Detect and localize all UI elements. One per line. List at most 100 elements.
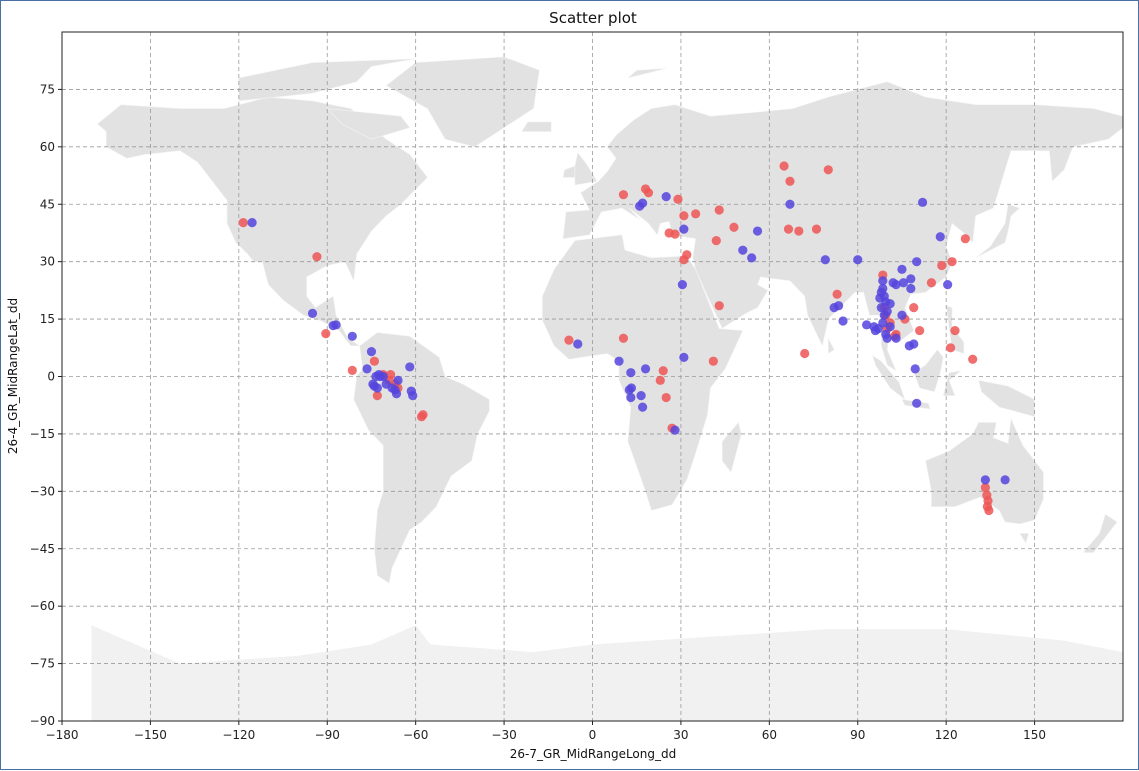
data-point-series-2 [626,383,637,393]
grid [62,32,1123,721]
data-point-series-2 [405,362,415,372]
new-zealand-shape [1082,513,1118,553]
data-point-series-1 [937,260,947,271]
data-point-series-2 [636,391,646,401]
data-point-series-2 [372,383,382,393]
data-point-series-1 [618,190,629,200]
data-point-series-1 [679,211,689,221]
x-tick-label: −90 [315,728,340,742]
data-point-series-2 [820,255,830,265]
data-point-series-2 [785,199,795,209]
data-point-series-1 [980,482,990,493]
greenland-shape [385,56,540,148]
data-point-series-2 [943,280,953,290]
data-point-series-2 [752,226,763,236]
sulawesi-shape [942,370,962,396]
data-point-series-2 [614,356,624,366]
axes: −180 −150 −120 −90 −60 −30 0 30 60 90 120 150−90−75… [30,31,1124,742]
iceland-shape [521,121,552,132]
data-point-series-1 [794,226,804,236]
data-point-series-2 [897,264,907,274]
data-point-series-1 [670,229,680,239]
data-point-series-2 [878,318,888,328]
data-point-series-2 [408,391,418,401]
x-tick-label: 120 [935,728,958,742]
data-point-series-2 [307,308,318,318]
x-tick-label: −180 [46,728,79,742]
data-point-series-1 [372,391,382,401]
x-tick-label: 0 [589,728,597,742]
data-point-series-2 [906,283,916,294]
data-point-series-2 [878,283,888,294]
japan-shape [975,203,1021,259]
sumatra-shape [871,354,906,401]
world-map-background [91,56,1124,721]
data-point-series-1 [321,329,331,339]
y-tick-label: −60 [30,599,55,613]
antarctica-shape [91,625,1124,721]
arctic-islands-shape [238,58,416,102]
borneo-shape [913,349,944,393]
data-point-series-2 [935,232,945,242]
data-point-series-2 [366,347,377,357]
data-point-series-1 [909,303,919,313]
y-tick-label: 60 [40,140,55,154]
data-point-series-1 [945,343,956,353]
data-point-series-1 [779,161,789,171]
data-point-series-2 [573,339,583,349]
data-point-series-1 [711,236,721,246]
data-point-series-1 [682,250,692,260]
eurasia-shape [562,81,1124,372]
y-axis-label: 26-4_GR_MidRangeLat_dd [6,298,20,454]
data-point-series-2 [885,299,895,309]
data-point-series-2 [391,389,402,399]
data-point-series-1 [926,278,937,288]
data-point-series-2 [898,278,909,288]
data-point-series-1 [785,176,795,186]
data-point-series-1 [950,325,960,336]
baffin-shape [326,108,411,140]
data-point-series-1 [800,348,810,359]
data-point-series-2 [882,306,892,317]
data-point-series-2 [882,333,892,343]
x-tick-label: 90 [850,728,865,742]
data-point-series-1 [960,234,970,244]
y-tick-label: 0 [47,370,55,384]
data-point-series-2 [638,198,648,208]
australia-shape [925,417,1044,525]
data-point-series-2 [393,375,403,385]
x-tick-label: −60 [403,728,428,742]
data-point-series-1 [312,252,322,262]
tasmania-shape [1019,533,1030,544]
x-tick-label: 60 [762,728,777,742]
data-point-series-2 [906,274,916,284]
data-point-series-2 [378,371,388,382]
data-point-series-1 [968,354,978,364]
data-point-series-2 [909,339,919,349]
data-point-series-2 [247,218,257,228]
south-america-shape [353,332,490,584]
data-point-series-2 [878,276,888,286]
data-point-series-2 [912,257,922,267]
data-points [238,161,1010,516]
data-point-series-1 [832,289,842,299]
madagascar-shape [721,421,742,473]
data-point-series-2 [738,245,748,255]
data-point-series-1 [708,356,718,366]
philippines-shape [945,305,965,354]
x-tick-label: 30 [673,728,688,742]
x-tick-label: −30 [491,728,516,742]
x-tick-label: 150 [1023,728,1046,742]
data-point-series-1 [661,392,671,403]
data-point-series-1 [783,224,794,234]
new-guinea-shape [978,379,1035,418]
data-point-series-1 [714,205,724,215]
data-point-series-1 [238,218,248,228]
data-point-series-2 [638,402,648,412]
data-point-series-2 [640,364,651,374]
data-point-series-1 [915,325,925,336]
data-point-series-1 [811,224,822,234]
data-point-series-1 [369,356,380,366]
